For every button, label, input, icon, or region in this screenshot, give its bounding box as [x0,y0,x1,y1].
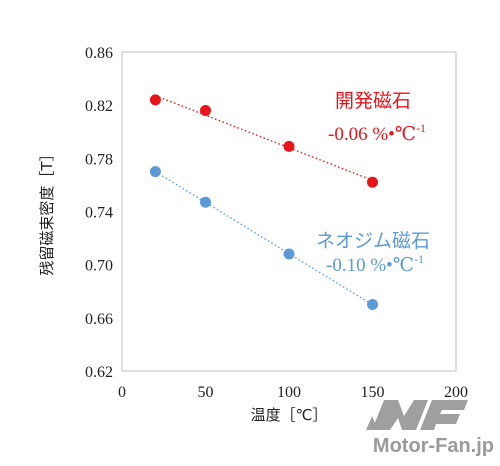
y-tick-label: 0.66 [85,311,113,328]
series-1-coef-sup: -1 [414,252,424,266]
series-1-point [367,299,378,311]
watermark-logo [366,400,468,430]
x-tick-label: 0 [118,384,126,401]
y-tick-label: 0.62 [85,364,113,381]
series-0-trendline [155,95,373,181]
series-0-point [367,176,378,188]
x-axis-label: 温度［℃］ [251,406,328,424]
y-tick-label: 0.74 [85,205,113,222]
y-tick-label: 0.82 [85,98,113,115]
series-1-point [200,196,211,208]
series-0-point [283,140,295,152]
x-tick-label: 200 [444,384,468,401]
plot-area [121,51,457,372]
series-0-point [149,94,161,106]
y-tick-label: 0.70 [85,258,113,275]
series-0-coef-text: -0.06 %•℃ [328,124,416,145]
series-0-name: 開発磁石 [335,90,411,112]
series-1-coef-text: -0.10 %•℃ [326,255,414,276]
series-1-coefficient: -0.10 %•℃-1 [326,252,424,276]
x-tick-label: 150 [361,384,385,401]
y-tick-label: 0.86 [85,45,113,62]
series-layer [149,94,378,311]
watermark-site: Motor-Fan.jp [373,435,494,457]
x-tick-label: 100 [277,384,301,401]
y-tick-label: 0.78 [85,151,113,168]
x-tick-label: 50 [198,384,214,401]
series-1-point [149,166,161,178]
y-axis-label: 残留磁束密度［T］ [38,146,56,275]
series-0-point [200,104,211,116]
tick-labels: 0 50 100 150 200 0.62 0.66 0.70 0.74 0.78 0.82 0.86 [85,45,468,401]
series-0-coefficient: -0.06 %•℃-1 [328,121,426,145]
series-1-name: ネオジム磁石 [316,230,430,252]
series-1-point [283,248,295,260]
series-1-trendline [155,171,373,306]
series-0-coef-sup: -1 [416,121,426,135]
